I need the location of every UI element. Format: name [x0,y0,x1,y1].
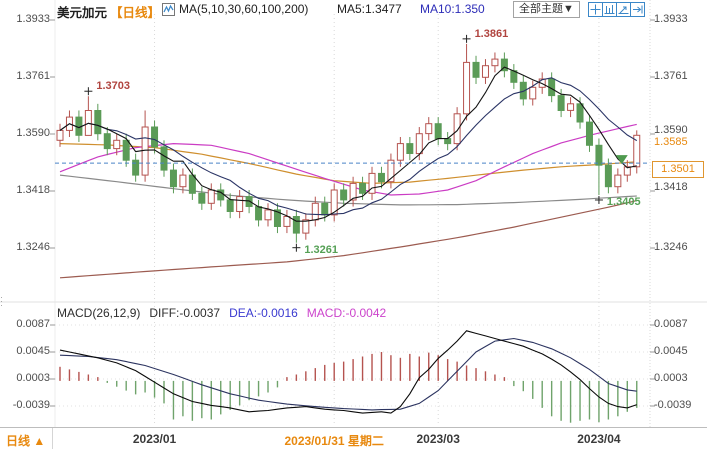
axis-tick: 0.0045 [16,345,50,357]
macd-macd-value: MACD:-0.0042 [306,306,387,320]
high-annotation: 1.3703 [96,80,131,93]
axis-tick: 1.3590 [16,127,50,139]
bottom-axis-bar: 日线 ▲ 2023/01 2023/01/31 星期二 2023/03 2023… [0,427,707,449]
date-axis-label-selected: 2023/01/31 星期二 [284,434,384,448]
axis-tick: 1.3418 [654,181,688,193]
axis-tick: 1.3590 [654,124,688,136]
axis-tick: 0.0045 [654,345,688,357]
crosshair-icon[interactable] [588,2,603,17]
axis-tick: 1.3761 [654,70,688,82]
axis-tick: 0.0003 [654,372,688,384]
symbol-title: 美元加元 [57,6,108,20]
ma-settings-label: MA(5,10,30,60,100,200) [179,2,309,16]
axis-tick: 0.0087 [16,318,50,330]
ma10-value-label: MA10:1.350 [420,2,485,16]
axis-tick: -0.0039 [12,399,50,411]
date-axis-label: 2023/04 [577,432,621,446]
axis-tick: 1.3418 [16,184,50,196]
fit-chart-icon[interactable] [602,2,617,17]
pan-right-icon[interactable] [630,2,645,17]
axis-tick: -0.0039 [654,399,692,411]
macd-dea-value: DEA:-0.0016 [229,306,298,320]
date-axis-label: 2023/03 [416,432,460,446]
last-price-label: 1.3585 [654,136,688,148]
macd-header: MACD(26,12,9) DIFF:-0.0037 DEA:-0.0016 MACD… [57,306,395,320]
low-annotation: 1.3261 [304,243,339,256]
zoom-scale-icon[interactable] [616,2,631,17]
axis-tick: 0.0087 [654,318,688,330]
ma5-value-label: MA5:1.3477 [337,2,402,16]
axis-tick: 1.3246 [654,241,688,253]
period-selector[interactable]: 日线 ▲ [6,434,46,448]
axis-tick: 1.3761 [16,70,50,82]
axis-tick: 0.0003 [16,372,50,384]
theme-dropdown-button[interactable]: 全部主题▼ [513,1,580,18]
low-annotation: 1.3405 [606,195,641,208]
period-tag: 【日线】 [110,6,161,20]
panel-splitter-handle[interactable]: · · · [0,292,3,310]
footer-divider [52,428,53,449]
high-annotation: 1.3861 [474,27,509,40]
axis-tick: 1.3933 [16,13,50,25]
current-price-box: 1.3501 [652,161,704,178]
axis-tick: 1.3933 [654,13,688,25]
macd-params-label: MACD(26,12,9) [57,306,141,320]
indicator-legend-icon [162,3,175,16]
axis-tick: 1.3246 [16,241,50,253]
macd-diff-value: DIFF:-0.0037 [149,306,221,320]
date-axis-label: 2023/01 [132,432,177,446]
